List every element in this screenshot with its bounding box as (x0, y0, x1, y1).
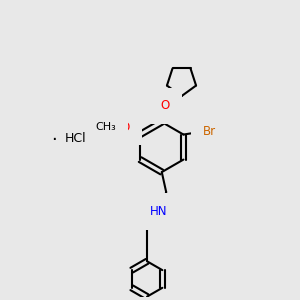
Text: O: O (161, 99, 170, 112)
Text: Br: Br (202, 125, 216, 138)
Text: HCl: HCl (64, 132, 86, 145)
Text: O: O (121, 121, 130, 134)
Text: CH₃: CH₃ (96, 122, 117, 132)
Text: ·: · (51, 131, 57, 149)
Text: HN: HN (150, 205, 168, 218)
